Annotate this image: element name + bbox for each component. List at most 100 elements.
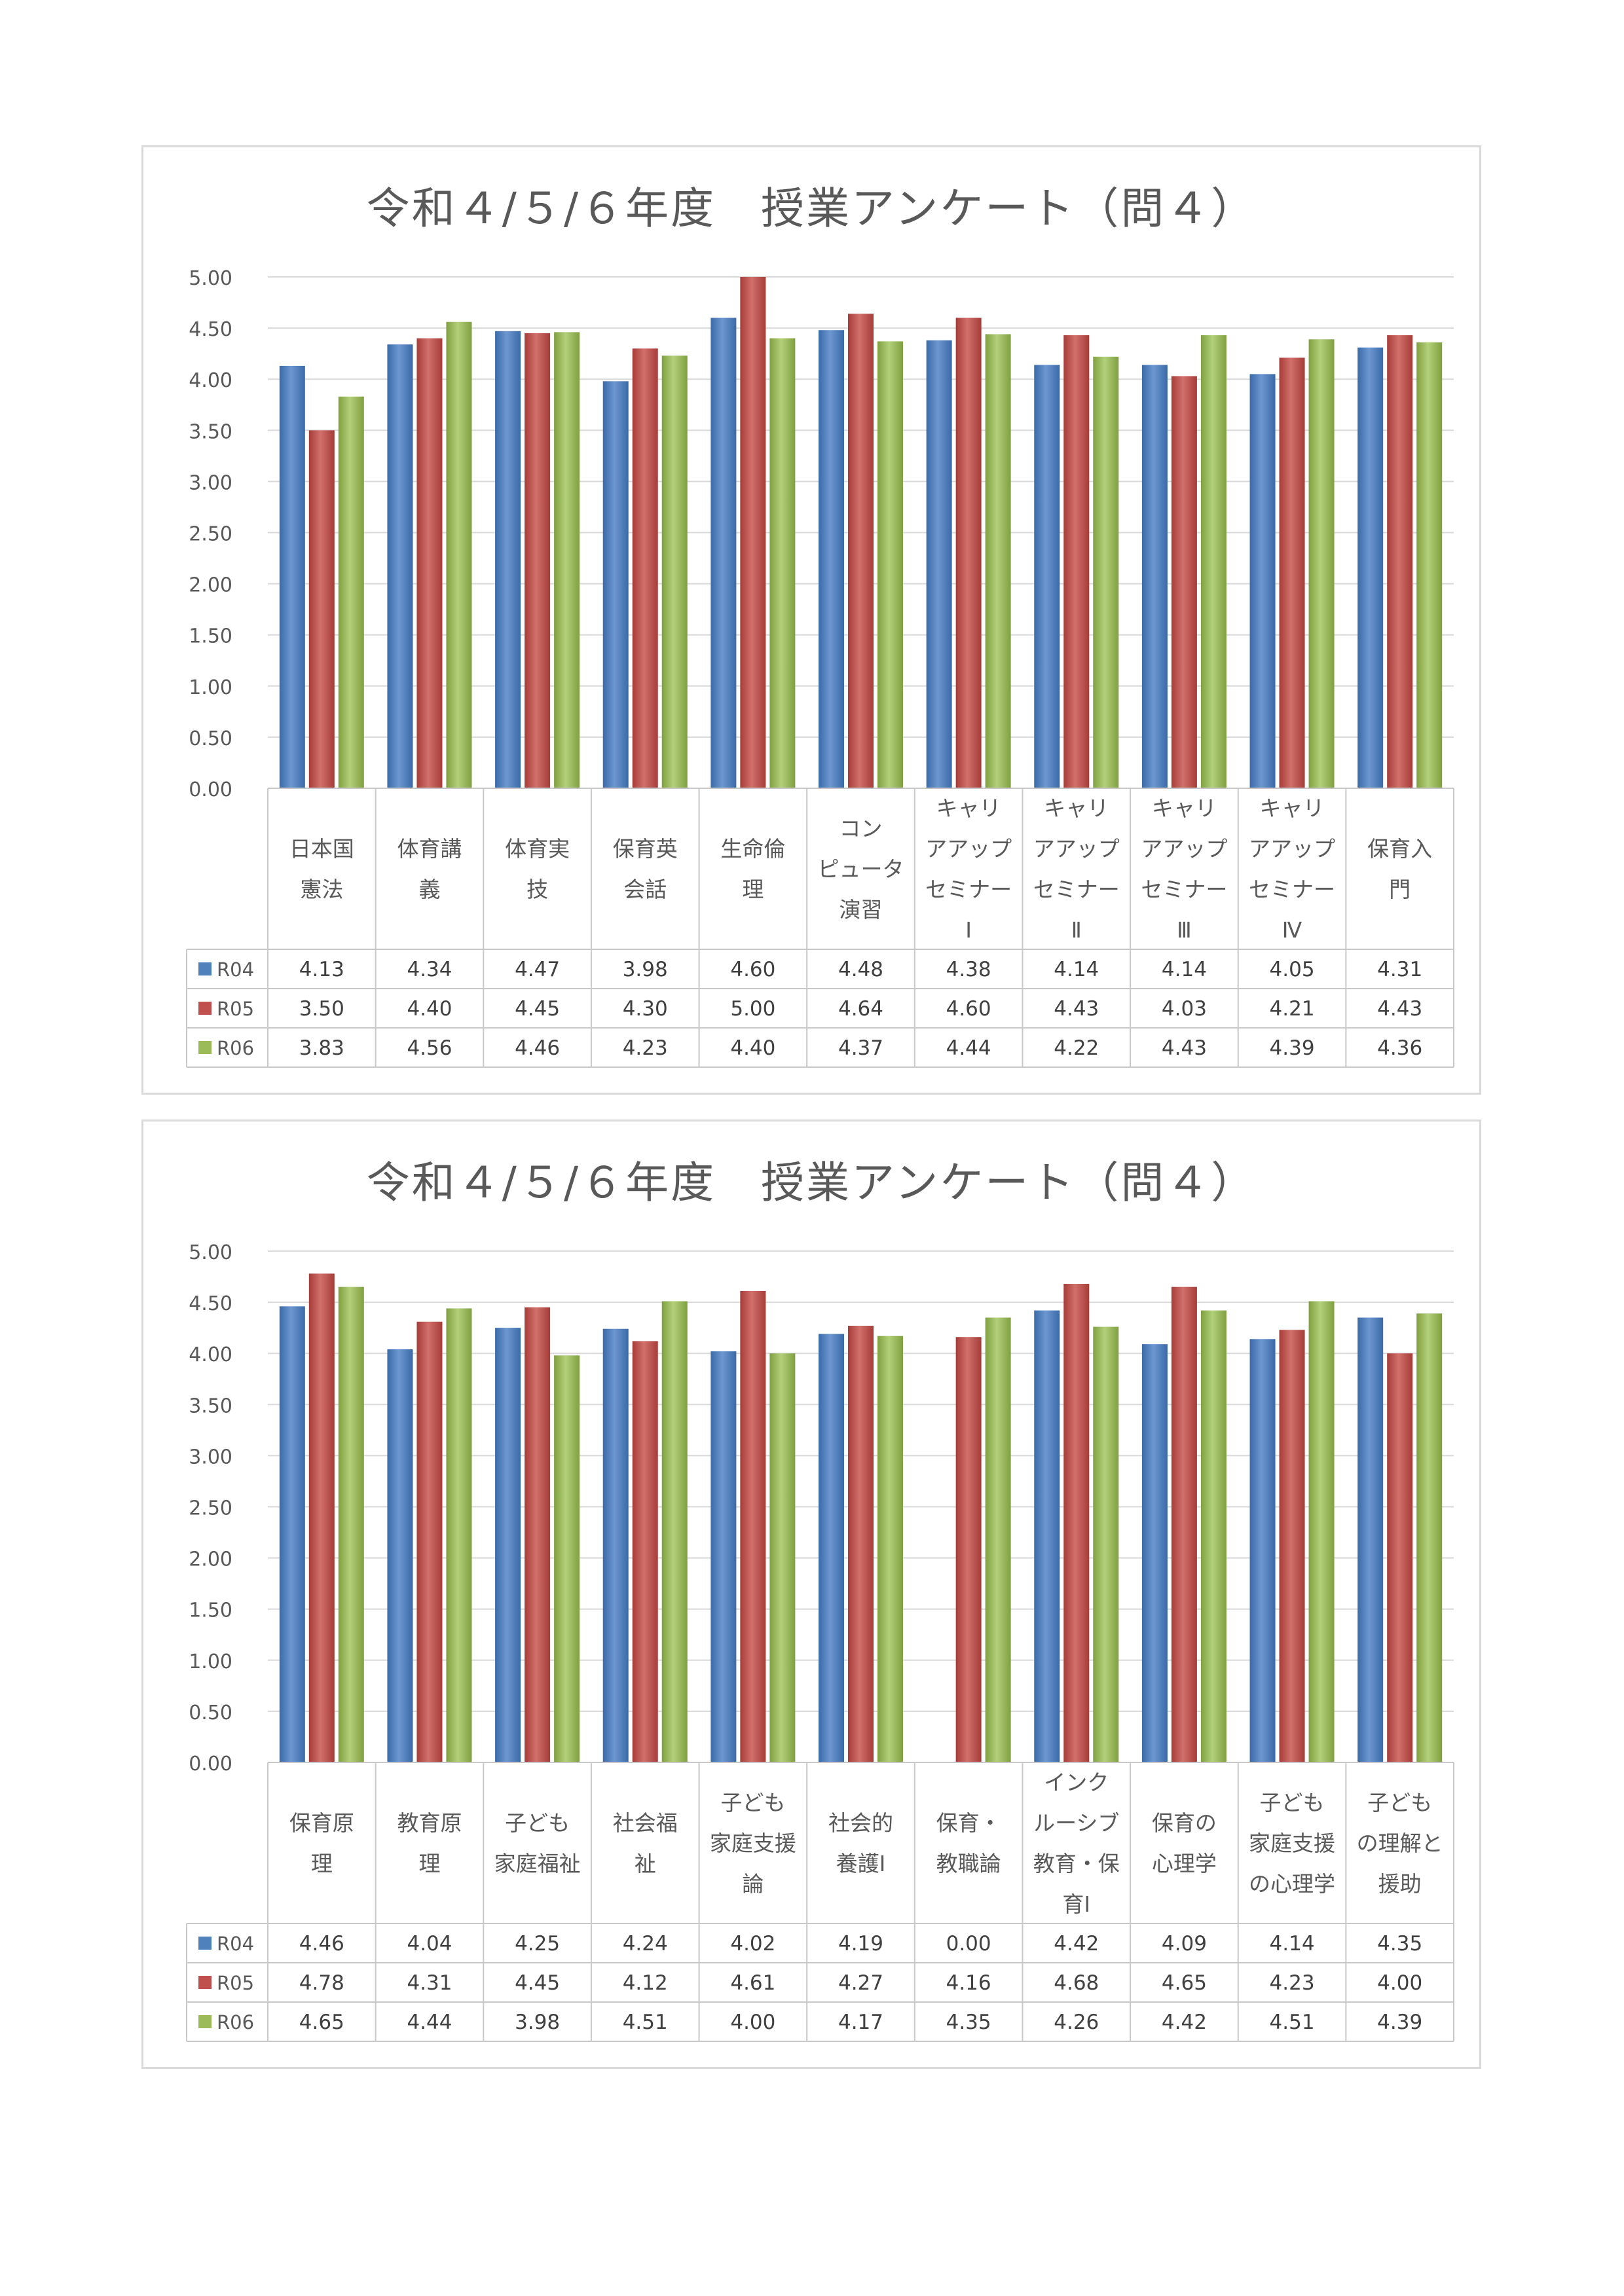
category-label: 教職論: [936, 1851, 1001, 1876]
y-tick-label: 0.00: [189, 1753, 232, 1776]
y-tick-label: 4.50: [189, 318, 232, 341]
bar-r04: [1249, 1339, 1276, 1762]
data-table-value: 4.64: [838, 997, 883, 1021]
data-table-value: 4.39: [1270, 1036, 1315, 1060]
data-table-value: 5.00: [730, 997, 775, 1021]
data-table-value: 4.47: [515, 958, 560, 981]
category-label: 保育の: [1152, 1810, 1217, 1836]
category-label: キャリ: [1152, 795, 1217, 821]
data-table-value: 4.30: [623, 997, 668, 1021]
bar-r04: [1141, 365, 1168, 788]
y-tick-label: 0.50: [189, 727, 232, 750]
bar-r05: [1063, 1283, 1090, 1762]
bar-r06: [877, 341, 903, 788]
data-table-value: 4.13: [299, 958, 344, 981]
chart-1: 令和４/５/６年度 授業アンケート（問４） 0.00 0.50 1.00 1.50 2.…: [141, 145, 1481, 1095]
category-label: 援助: [1378, 1871, 1422, 1897]
chart-1-svg: 0.00 0.50 1.00 1.50 2.00 2.50 3.00 3.50 4.00 4.50…: [186, 267, 1454, 1068]
category-label: 子ども: [1260, 1790, 1325, 1815]
data-table-value: 4.61: [730, 1971, 775, 1995]
y-tick-label: 3.00: [189, 1446, 232, 1468]
category-label: 家庭支援: [1249, 1831, 1335, 1856]
category-label: キャリ: [936, 795, 1001, 821]
category-label: 子ども: [1367, 1790, 1432, 1815]
bar-r06: [1200, 1310, 1227, 1762]
bar-r05: [632, 348, 658, 788]
bar-r06: [338, 1286, 364, 1762]
legend-label: R05: [217, 998, 254, 1020]
bar-r05: [1387, 1353, 1413, 1762]
category-label: 養護Ⅰ: [836, 1851, 886, 1876]
category-label: 社会福: [613, 1810, 678, 1836]
y-tick-label: 1.00: [189, 1650, 232, 1673]
bar-r04: [1141, 1344, 1168, 1762]
bar-r05: [740, 277, 766, 788]
category-label: セミナー: [1033, 877, 1120, 902]
bar-r05: [848, 314, 874, 788]
bar-r04: [1357, 1317, 1384, 1762]
legend-label: R06: [217, 2011, 254, 2033]
bar-r06: [661, 355, 688, 788]
category-label: Ⅳ: [1282, 917, 1302, 943]
data-table-value: 4.68: [1054, 1971, 1099, 1995]
data-table-value: 4.39: [1377, 2011, 1422, 2034]
bar-r04: [602, 381, 629, 788]
bar-r04: [279, 365, 305, 788]
legend-key-r06: [198, 1041, 212, 1054]
bar-r06: [877, 1336, 903, 1762]
legend-key-r05: [198, 1976, 212, 1989]
data-table-value: 4.51: [1270, 2011, 1315, 2034]
category-label: 門: [1389, 877, 1411, 902]
data-table-value: 4.42: [1054, 1932, 1099, 1956]
bar-r04: [819, 330, 844, 788]
data-table-value: 4.26: [1054, 2011, 1099, 2034]
bar-r04: [1034, 1310, 1060, 1762]
data-table-value: 4.14: [1162, 958, 1207, 981]
data-table-value: 4.43: [1377, 997, 1422, 1021]
bar-r06: [1308, 1301, 1335, 1762]
chart-2-svg: 0.00 0.50 1.00 1.50 2.00 2.50 3.00 3.50 4.00 4.50…: [186, 1241, 1454, 2042]
bar-r05: [308, 430, 335, 788]
category-label: 会話: [623, 877, 667, 902]
category-label: Ⅰ: [965, 917, 972, 943]
bar-r04: [279, 1306, 305, 1762]
category-label: 体育講: [397, 836, 462, 862]
category-label: 子ども: [720, 1790, 785, 1815]
data-table-value: 4.42: [1162, 2011, 1207, 2034]
category-label: キャリ: [1044, 795, 1109, 821]
bar-r05: [1387, 335, 1413, 788]
data-table-value: 4.14: [1054, 958, 1099, 981]
category-label: コン: [840, 816, 883, 841]
category-label: Ⅲ: [1177, 917, 1192, 943]
data-table-value: 4.36: [1377, 1036, 1422, 1060]
category-label: インク: [1044, 1770, 1109, 1795]
data-table-value: 4.43: [1162, 1036, 1207, 1060]
data-table-value: 0.00: [946, 1932, 991, 1956]
bar-r04: [495, 331, 521, 788]
bar-r06: [554, 332, 580, 788]
data-table-value: 4.60: [730, 958, 775, 981]
category-label: 教育原: [397, 1810, 462, 1836]
y-tick-label: 5.00: [189, 1241, 232, 1264]
bar-r04: [387, 1349, 413, 1762]
bar-r05: [1279, 357, 1305, 788]
data-table-value: 4.37: [838, 1036, 883, 1060]
bar-r05: [416, 338, 443, 788]
data-table-value: 4.09: [1162, 1932, 1207, 1956]
category-label: アアップ: [1033, 836, 1120, 862]
bar-r06: [446, 321, 472, 788]
data-table-value: 4.21: [1270, 997, 1315, 1021]
data-table-value: 4.27: [838, 1971, 883, 1995]
bar-r05: [1279, 1330, 1305, 1762]
data-table-value: 3.83: [299, 1036, 344, 1060]
bar-r06: [554, 1355, 580, 1762]
y-tick-label: 0.00: [189, 778, 232, 801]
y-tick-label: 0.50: [189, 1702, 232, 1724]
bar-r06: [1416, 1313, 1443, 1762]
bar-r06: [338, 396, 364, 788]
data-table-value: 4.16: [946, 1971, 991, 1995]
data-table-value: 4.44: [407, 2011, 452, 2034]
category-label: 理: [742, 877, 764, 902]
data-table-value: 4.60: [946, 997, 991, 1021]
legend-key-r06: [198, 2015, 212, 2028]
